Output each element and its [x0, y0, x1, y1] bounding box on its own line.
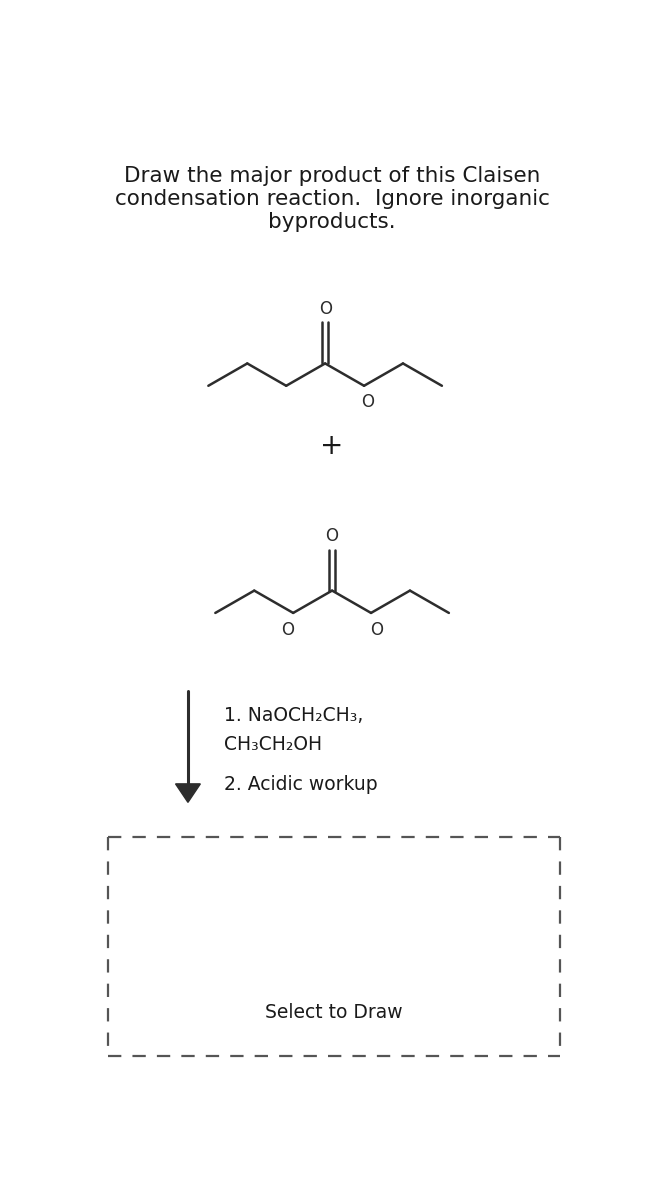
- Text: +: +: [320, 432, 344, 460]
- Text: condensation reaction.  Ignore inorganic: condensation reaction. Ignore inorganic: [115, 188, 550, 209]
- Text: 1. NaOCH₂CH₃,: 1. NaOCH₂CH₃,: [224, 706, 364, 725]
- Text: Draw the major product of this Claisen: Draw the major product of this Claisen: [124, 166, 540, 186]
- Text: O: O: [370, 620, 383, 638]
- Text: byproducts.: byproducts.: [268, 211, 396, 232]
- Text: O: O: [319, 300, 332, 318]
- Text: O: O: [325, 527, 339, 545]
- Text: O: O: [281, 620, 294, 638]
- Polygon shape: [176, 784, 200, 803]
- Text: CH₃CH₂OH: CH₃CH₂OH: [224, 736, 323, 755]
- Text: 2. Acidic workup: 2. Acidic workup: [224, 775, 378, 794]
- Text: O: O: [362, 394, 375, 412]
- Text: Select to Draw: Select to Draw: [265, 1003, 403, 1022]
